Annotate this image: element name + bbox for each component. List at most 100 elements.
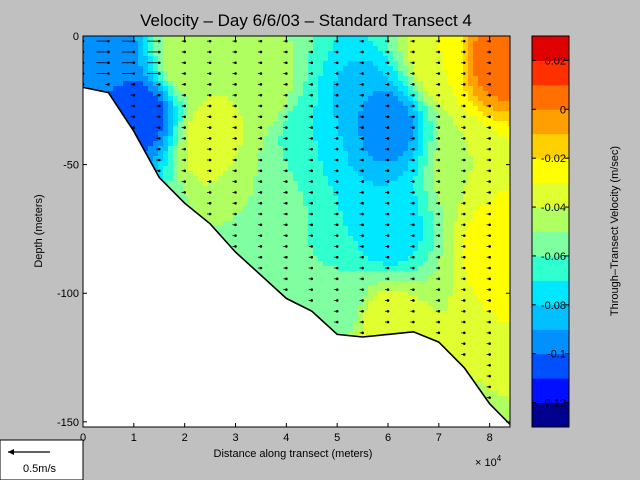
- heatmap-cell: [268, 241, 274, 247]
- heatmap-cell: [298, 121, 304, 127]
- heatmap-cell: [338, 316, 344, 322]
- heatmap-cell: [193, 96, 199, 102]
- heatmap-cell: [318, 216, 324, 222]
- heatmap-cell: [258, 241, 264, 247]
- heatmap-cell: [343, 321, 349, 327]
- heatmap-cell: [328, 276, 334, 282]
- heatmap-cell: [253, 96, 259, 102]
- heatmap-cell: [238, 151, 244, 157]
- heatmap-cell: [333, 286, 339, 292]
- heatmap-cell: [263, 51, 269, 57]
- heatmap-cell: [143, 46, 149, 52]
- heatmap-cell: [298, 36, 304, 42]
- heatmap-cell: [168, 36, 174, 42]
- heatmap-cell: [298, 221, 304, 227]
- heatmap-cell: [348, 266, 354, 272]
- heatmap-cell: [93, 56, 99, 62]
- heatmap-cell: [398, 96, 404, 102]
- heatmap-cell: [313, 141, 319, 147]
- heatmap-cell: [198, 121, 204, 127]
- heatmap-cell: [313, 246, 319, 252]
- heatmap-cell: [373, 101, 379, 107]
- heatmap-cell: [263, 246, 269, 252]
- heatmap-cell: [253, 176, 259, 182]
- heatmap-cell: [143, 96, 149, 102]
- heatmap-cell: [388, 246, 394, 252]
- heatmap-cell: [328, 311, 334, 317]
- heatmap-cell: [93, 81, 99, 87]
- heatmap-cell: [368, 221, 374, 227]
- heatmap-cell: [363, 61, 369, 67]
- heatmap-cell: [273, 201, 279, 207]
- heatmap-cell: [333, 146, 339, 152]
- heatmap-cell: [268, 96, 274, 102]
- heatmap-cell: [83, 66, 89, 72]
- heatmap-cell: [183, 131, 189, 137]
- heatmap-cell: [168, 81, 174, 87]
- heatmap-cell: [373, 236, 379, 242]
- heatmap-cell: [228, 176, 234, 182]
- heatmap-cell: [368, 241, 374, 247]
- heatmap-cell: [103, 36, 109, 42]
- heatmap-cell: [318, 131, 324, 137]
- heatmap-cell: [328, 101, 334, 107]
- heatmap-cell: [333, 316, 339, 322]
- heatmap-cell: [243, 221, 249, 227]
- heatmap-cell: [128, 91, 134, 97]
- heatmap-cell: [383, 81, 389, 87]
- heatmap-cell: [278, 91, 284, 97]
- heatmap-cell: [178, 56, 184, 62]
- heatmap-cell: [358, 146, 364, 152]
- heatmap-cell: [283, 166, 289, 172]
- heatmap-cell: [213, 201, 219, 207]
- heatmap-cell: [378, 246, 384, 252]
- heatmap-cell: [348, 236, 354, 242]
- heatmap-cell: [308, 36, 314, 42]
- heatmap-cell: [268, 186, 274, 192]
- heatmap-cell: [368, 236, 374, 242]
- heatmap-cell: [323, 71, 329, 77]
- heatmap-cell: [153, 46, 159, 52]
- heatmap-cell: [203, 171, 209, 177]
- heatmap-cell: [288, 251, 294, 257]
- heatmap-cell: [353, 71, 359, 77]
- heatmap-cell: [323, 101, 329, 107]
- heatmap-cell: [288, 166, 294, 172]
- heatmap-cell: [188, 121, 194, 127]
- heatmap-cell: [188, 101, 194, 107]
- heatmap-cell: [398, 41, 404, 47]
- heatmap-cell: [393, 36, 399, 42]
- heatmap-cell: [198, 191, 204, 197]
- heatmap-cell: [158, 36, 164, 42]
- heatmap-cell: [183, 101, 189, 107]
- heatmap-cell: [303, 156, 309, 162]
- heatmap-cell: [233, 141, 239, 147]
- heatmap-cell: [368, 231, 374, 237]
- heatmap-cell: [383, 56, 389, 62]
- heatmap-cell: [348, 331, 354, 337]
- heatmap-cell: [358, 201, 364, 207]
- heatmap-cell: [313, 281, 319, 287]
- heatmap-cell: [233, 181, 239, 187]
- heatmap-cell: [228, 46, 234, 52]
- heatmap-cell: [288, 181, 294, 187]
- heatmap-cell: [223, 166, 229, 172]
- heatmap-cell: [348, 251, 354, 257]
- heatmap-cell: [113, 36, 119, 42]
- heatmap-cell: [388, 306, 394, 312]
- heatmap-cell: [318, 231, 324, 237]
- heatmap-cell: [188, 156, 194, 162]
- heatmap-cell: [198, 111, 204, 117]
- heatmap-cell: [283, 56, 289, 62]
- heatmap-cell: [308, 151, 314, 157]
- heatmap-cell: [283, 51, 289, 57]
- heatmap-cell: [268, 136, 274, 142]
- heatmap-cell: [263, 211, 269, 217]
- heatmap-cell: [143, 71, 149, 77]
- heatmap-cell: [338, 186, 344, 192]
- heatmap-cell: [153, 146, 159, 152]
- heatmap-cell: [353, 246, 359, 252]
- heatmap-cell: [98, 51, 104, 57]
- heatmap-cell: [303, 66, 309, 72]
- heatmap-cell: [338, 281, 344, 287]
